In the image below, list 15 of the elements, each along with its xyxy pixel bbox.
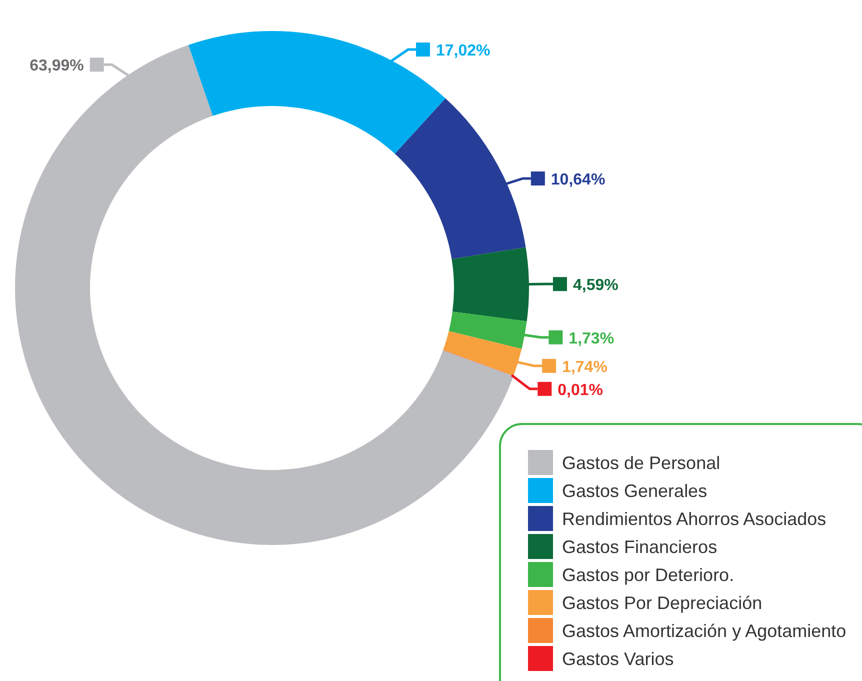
legend-label: Gastos de Personal <box>562 453 720 473</box>
data-label: 63,99% <box>30 58 84 75</box>
data-label: 10,64% <box>550 171 606 188</box>
legend-label: Gastos Generales <box>562 481 708 501</box>
data-label: 0,01% <box>558 382 604 399</box>
legend-label: Gastos Amortización y Agotamiento <box>562 621 846 641</box>
data-label: 4,59% <box>572 277 618 294</box>
legend-label: Gastos Varios <box>562 649 674 669</box>
legend-label: Rendimientos Ahorros Asociados <box>562 509 826 529</box>
legend-label: Gastos Por Depreciación <box>562 593 762 613</box>
data-label: 1,74% <box>562 358 608 376</box>
data-label: 1,73% <box>568 330 614 348</box>
data-label: 17,02% <box>436 42 490 60</box>
legend-label: Gastos por Deterioro. <box>562 565 734 585</box>
legend-label: Gastos Financieros <box>562 537 718 557</box>
